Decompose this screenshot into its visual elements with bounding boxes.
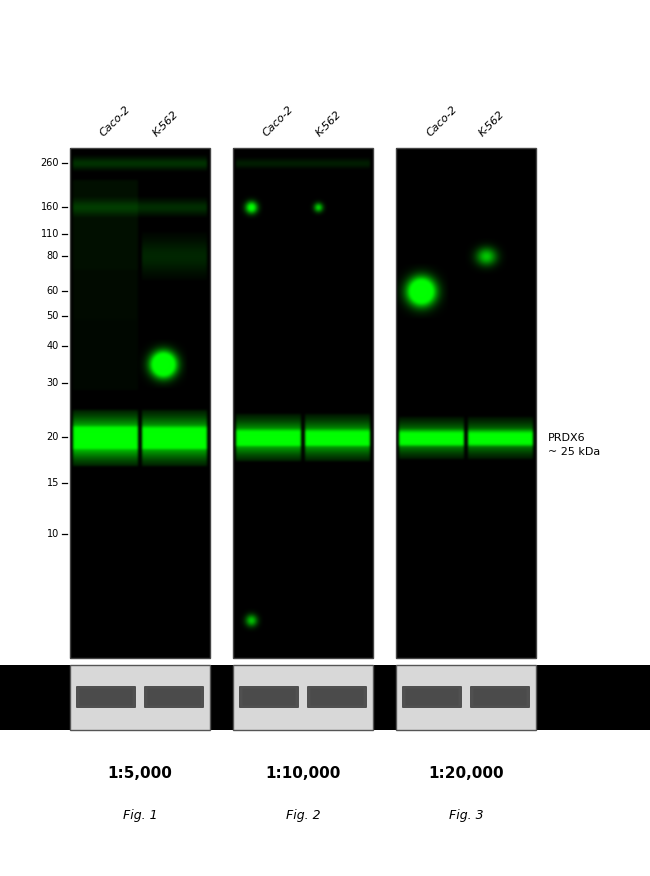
Text: 20: 20	[47, 432, 59, 442]
FancyBboxPatch shape	[402, 686, 462, 708]
FancyBboxPatch shape	[470, 686, 530, 708]
Text: K-562: K-562	[477, 109, 506, 138]
Text: Tubulin: Tubulin	[548, 692, 588, 702]
Text: 110: 110	[40, 229, 59, 239]
Text: 160: 160	[40, 202, 59, 212]
Bar	[210, 148, 233, 658]
Text: 260: 260	[40, 158, 59, 168]
Text: 1:10,000: 1:10,000	[265, 766, 341, 781]
Text: Fig. 3: Fig. 3	[448, 809, 484, 822]
Text: 60: 60	[47, 286, 59, 296]
Text: 10: 10	[47, 529, 59, 539]
Text: 1:5,000: 1:5,000	[107, 766, 172, 781]
Bar	[70, 148, 210, 658]
Text: 1:20,000: 1:20,000	[428, 766, 504, 781]
Text: 50: 50	[47, 311, 59, 321]
Text: K-562: K-562	[151, 109, 180, 138]
Text: 80: 80	[47, 251, 59, 261]
Text: 40: 40	[47, 341, 59, 351]
Bar	[396, 665, 536, 730]
Bar	[536, 148, 650, 658]
Bar	[233, 665, 373, 730]
Text: Fig. 2: Fig. 2	[286, 809, 320, 822]
Text: Fig. 1: Fig. 1	[123, 809, 157, 822]
Bar	[233, 148, 373, 658]
Bar	[373, 148, 396, 658]
FancyBboxPatch shape	[311, 689, 363, 705]
Bar	[0, 148, 70, 658]
FancyBboxPatch shape	[239, 686, 299, 708]
Text: 15: 15	[47, 478, 59, 488]
FancyBboxPatch shape	[473, 689, 526, 705]
Bar	[0, 730, 650, 876]
Bar	[0, 0, 650, 148]
Text: Caco-2: Caco-2	[425, 103, 460, 138]
FancyBboxPatch shape	[144, 686, 204, 708]
FancyBboxPatch shape	[307, 686, 367, 708]
Text: K-562: K-562	[314, 109, 343, 138]
Bar	[70, 665, 210, 730]
Text: PRDX6
~ 25 kDa: PRDX6 ~ 25 kDa	[548, 433, 600, 457]
Bar	[0, 658, 650, 665]
FancyBboxPatch shape	[406, 689, 458, 705]
FancyBboxPatch shape	[76, 686, 136, 708]
FancyBboxPatch shape	[79, 689, 133, 705]
Bar	[396, 148, 536, 658]
FancyBboxPatch shape	[148, 689, 200, 705]
FancyBboxPatch shape	[242, 689, 296, 705]
Text: 30: 30	[47, 378, 59, 388]
Text: Caco-2: Caco-2	[98, 103, 133, 138]
Text: Caco-2: Caco-2	[261, 103, 295, 138]
